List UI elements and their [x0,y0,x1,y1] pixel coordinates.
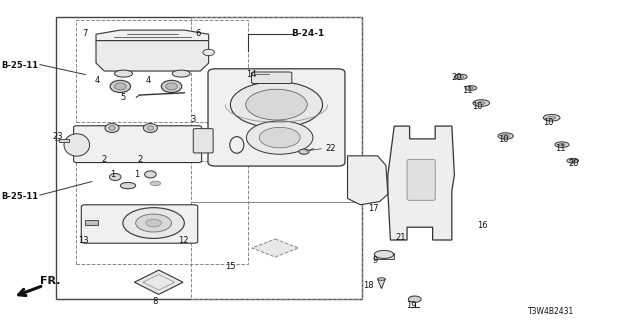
Ellipse shape [150,181,161,186]
Text: 19: 19 [406,301,417,310]
Circle shape [408,296,421,302]
Ellipse shape [465,86,477,90]
Polygon shape [252,239,298,257]
Text: 5: 5 [120,93,125,102]
Circle shape [123,208,184,238]
Text: 1: 1 [134,170,140,179]
Text: 2: 2 [138,156,143,164]
Text: 11: 11 [462,86,472,95]
Ellipse shape [559,143,565,146]
Text: 12: 12 [178,236,188,245]
Ellipse shape [203,49,214,56]
Ellipse shape [374,250,394,259]
FancyBboxPatch shape [81,205,198,243]
Ellipse shape [166,83,177,90]
Text: 2: 2 [101,156,106,164]
Ellipse shape [468,87,474,89]
Circle shape [230,82,323,128]
Text: 16: 16 [477,221,488,230]
Ellipse shape [120,182,136,189]
Ellipse shape [109,173,121,180]
Polygon shape [378,279,385,289]
Text: 14: 14 [246,70,257,79]
Text: 22: 22 [325,144,335,153]
Ellipse shape [570,160,575,162]
Ellipse shape [105,124,119,132]
Ellipse shape [567,158,579,163]
Polygon shape [96,41,209,71]
FancyBboxPatch shape [252,72,292,84]
FancyBboxPatch shape [208,69,345,166]
Circle shape [246,89,307,120]
Text: 15: 15 [225,262,236,271]
Polygon shape [134,270,183,294]
Text: 7: 7 [82,29,87,38]
Text: T3W4B2431: T3W4B2431 [528,307,574,316]
Ellipse shape [64,134,90,156]
Ellipse shape [147,126,154,130]
Ellipse shape [115,83,126,90]
Ellipse shape [473,100,490,106]
Circle shape [299,149,309,154]
Ellipse shape [109,126,115,130]
Ellipse shape [458,76,463,78]
Ellipse shape [498,133,513,139]
Text: 4: 4 [146,76,151,85]
Text: 13: 13 [78,236,89,245]
Text: B-24-1: B-24-1 [291,29,324,38]
Circle shape [146,219,161,227]
Bar [85,220,98,225]
Text: B-25-11: B-25-11 [1,61,38,70]
Text: 10: 10 [472,102,483,111]
Text: 17: 17 [368,204,379,213]
Text: 3: 3 [191,115,196,124]
Text: B-25-11: B-25-11 [1,192,38,201]
Text: FR.: FR. [40,276,60,286]
Text: 18: 18 [364,281,374,290]
Bar [374,253,394,259]
Polygon shape [348,156,388,205]
Ellipse shape [543,115,560,121]
Text: 10: 10 [498,135,508,144]
Text: 21: 21 [396,233,406,242]
Ellipse shape [378,278,385,280]
Ellipse shape [110,80,131,92]
Text: 23: 23 [52,132,63,141]
Text: 9: 9 [372,256,378,265]
Ellipse shape [502,134,509,138]
Polygon shape [388,126,454,240]
Ellipse shape [161,80,182,92]
Text: 11: 11 [556,144,566,153]
Text: 20: 20 [568,159,579,168]
FancyBboxPatch shape [193,129,213,153]
Polygon shape [96,30,209,41]
FancyBboxPatch shape [74,126,202,163]
Text: 10: 10 [543,118,553,127]
Ellipse shape [172,70,190,77]
Text: 6: 6 [195,29,200,38]
Circle shape [259,127,300,148]
Ellipse shape [143,124,157,132]
Text: 20: 20 [451,73,461,82]
Ellipse shape [555,142,569,148]
Bar [59,139,69,142]
Text: 4: 4 [95,76,100,85]
Ellipse shape [477,101,485,105]
Ellipse shape [145,171,156,178]
Circle shape [136,214,172,232]
Ellipse shape [115,70,132,77]
Circle shape [246,121,313,154]
FancyBboxPatch shape [407,159,435,200]
Ellipse shape [548,116,556,119]
Text: 8: 8 [152,297,157,306]
Text: 1: 1 [110,170,115,179]
Ellipse shape [454,74,467,79]
